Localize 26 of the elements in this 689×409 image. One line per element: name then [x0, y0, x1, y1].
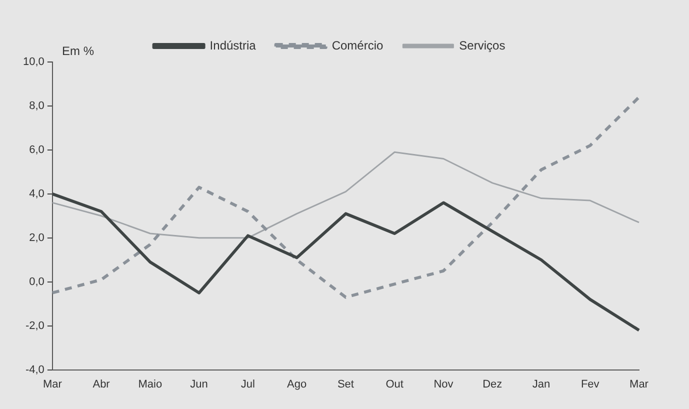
- x-tick-label: Abr: [92, 378, 110, 390]
- y-tick-label: 6,0: [29, 144, 44, 156]
- x-tick-label: Jan: [532, 378, 550, 390]
- legend-label: Serviços: [459, 38, 506, 52]
- legend-label: Comércio: [332, 38, 384, 52]
- x-tick-label: Out: [386, 378, 404, 390]
- x-tick-label: Ago: [287, 378, 307, 390]
- line-series: [50, 96, 640, 299]
- x-tick-label: Jul: [240, 378, 255, 390]
- y-tick-label: 8,0: [29, 100, 44, 112]
- y-tick-label: 4,0: [29, 188, 44, 200]
- y-axis-title: Em %: [62, 44, 94, 58]
- x-tick-label: Maio: [138, 378, 162, 390]
- x-tick-label: Jun: [190, 378, 208, 390]
- x-tick-label: Dez: [482, 378, 502, 390]
- y-tick-label: -4,0: [25, 364, 44, 376]
- x-tick-label: Mar: [42, 378, 62, 390]
- y-tick-label: 10,0: [22, 56, 44, 68]
- x-tick-label: Fev: [580, 378, 600, 390]
- x-tick-label: Nov: [434, 378, 454, 390]
- y-tick-label: 2,0: [29, 232, 44, 244]
- y-tick-label: 0,0: [29, 276, 44, 288]
- y-tick-label: -2,0: [25, 320, 44, 332]
- x-tick-label: Mar: [630, 378, 649, 390]
- x-tick-label: Set: [337, 378, 354, 390]
- legend-label: Indústria: [210, 38, 256, 52]
